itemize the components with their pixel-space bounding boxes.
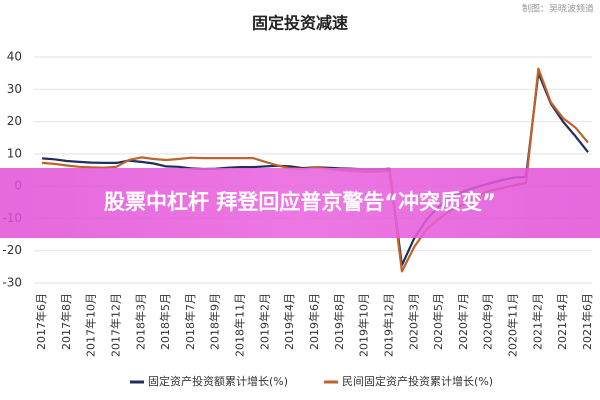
- x-tick-label: 2019年8月: [332, 293, 346, 350]
- legend-label: 固定资产投资额累计增长(%): [148, 374, 288, 388]
- x-tick-label: 2018年3月: [133, 293, 147, 350]
- y-tick-label: 10: [7, 146, 22, 160]
- chart-title: 固定投资减速: [252, 14, 348, 33]
- x-tick-label: 2019年2月: [257, 293, 271, 350]
- y-tick-label: 40: [7, 50, 22, 64]
- x-tick-label: 2019年12月: [381, 293, 395, 357]
- x-tick-label: 2020年9月: [481, 293, 495, 350]
- x-tick-label: 2021年2月: [530, 293, 544, 350]
- y-tick-label: 20: [7, 114, 22, 128]
- x-tick-label: 2019年10月: [357, 293, 371, 357]
- x-tick-label: 2017年6月: [34, 293, 48, 350]
- y-tick-label: 30: [7, 82, 22, 96]
- x-tick-label: 2017年8月: [59, 293, 73, 350]
- headline-band: [0, 168, 600, 238]
- x-tick-label: 2018年7月: [183, 293, 197, 350]
- x-tick-label: 2021年4月: [555, 293, 569, 350]
- x-tick-label: 2018年9月: [208, 293, 222, 350]
- x-tick-label: 2017年12月: [108, 293, 122, 357]
- legend-label: 民间固定资产投资累计增长(%): [342, 374, 493, 388]
- x-tick-label: 2020年5月: [431, 293, 445, 350]
- x-tick-label: 2020年11月: [506, 293, 520, 357]
- y-tick-label: -20: [2, 243, 22, 257]
- x-tick-label: 2020年7月: [456, 293, 470, 350]
- x-tick-label: 2018年5月: [158, 293, 172, 350]
- x-tick-label: 2019年6月: [307, 293, 321, 350]
- x-tick-label: 2017年10月: [84, 293, 98, 357]
- y-tick-label: -30: [2, 276, 22, 290]
- source-note: 制图：吴晓波频道: [522, 3, 594, 15]
- x-tick-label: 2021年6月: [580, 293, 594, 350]
- x-tick-label: 2020年3月: [406, 293, 420, 350]
- x-tick-label: 2019年4月: [282, 293, 296, 350]
- headline: 股票中杠杆 拜登回应普京警告“冲突质变”: [104, 190, 496, 214]
- x-tick-label: 2018年11月: [233, 293, 247, 357]
